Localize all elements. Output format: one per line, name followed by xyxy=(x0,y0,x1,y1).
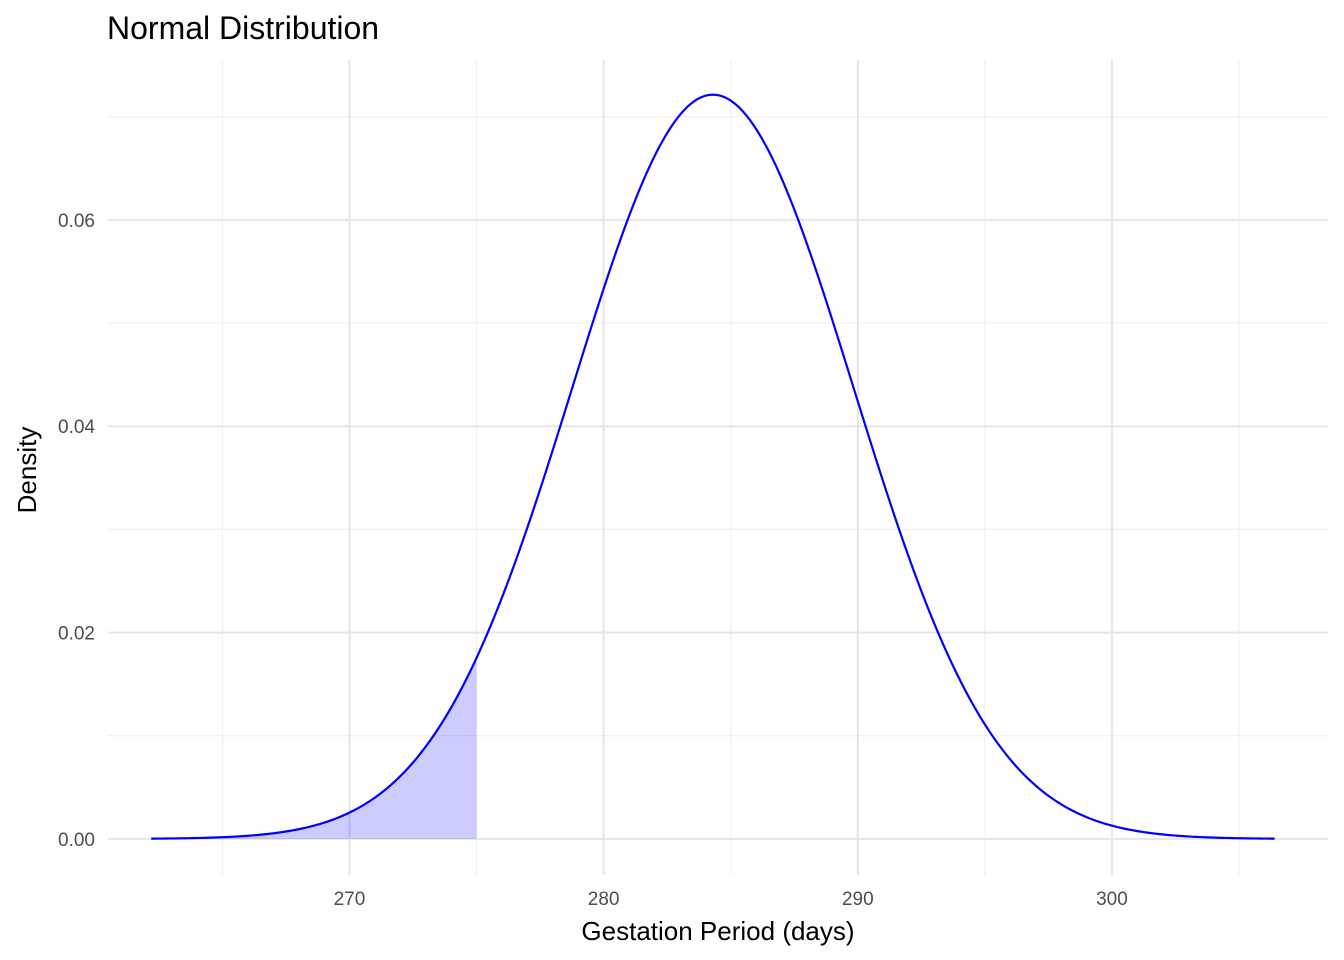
y-tick-label: 0.02 xyxy=(58,624,95,645)
x-tick-label: 280 xyxy=(588,889,620,910)
y-tick-label: 0.04 xyxy=(58,417,95,438)
minor-gridlines xyxy=(108,60,1328,875)
x-tick-label: 300 xyxy=(1096,889,1128,910)
density-curve xyxy=(151,93,1275,840)
x-tick-label: 290 xyxy=(842,889,874,910)
shaded-area xyxy=(151,657,477,839)
x-tick-label: 270 xyxy=(334,889,366,910)
y-tick-label: 0.00 xyxy=(58,830,95,851)
y-axis-ticks: 0.00 0.02 0.04 0.06 xyxy=(58,211,95,851)
major-gridlines xyxy=(108,60,1328,875)
x-axis-title: Gestation Period (days) xyxy=(581,916,854,946)
plot-area xyxy=(151,93,1275,840)
y-tick-label: 0.06 xyxy=(58,211,95,232)
x-axis-ticks: 270 280 290 300 xyxy=(334,889,1128,910)
y-axis-title: Density xyxy=(12,427,42,514)
chart-title: Normal Distribution xyxy=(107,10,379,46)
